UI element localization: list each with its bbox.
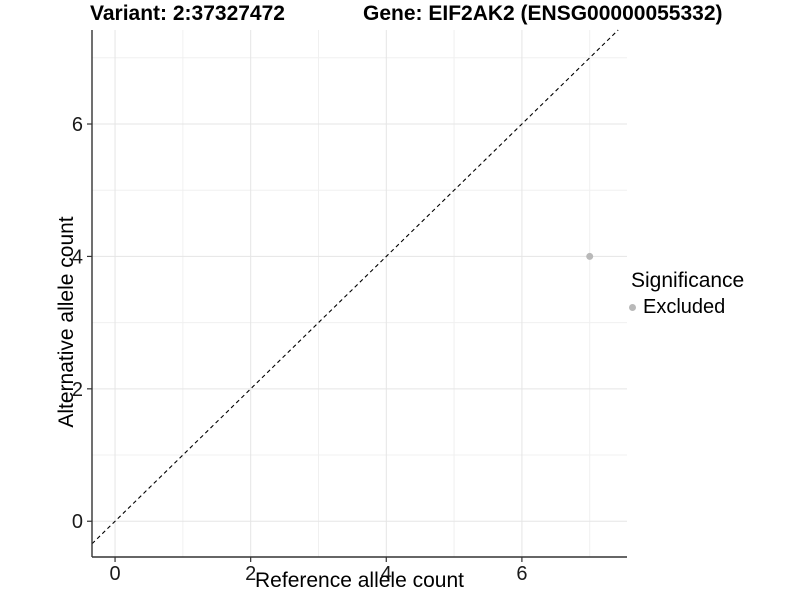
y-tick-label: 0	[72, 511, 83, 533]
legend-point-icon	[629, 304, 636, 311]
y-tick-label: 6	[72, 114, 83, 136]
legend: Significance Excluded	[629, 269, 744, 319]
data-point	[586, 252, 594, 260]
x-tick-label: 6	[516, 563, 527, 585]
legend-title: Significance	[631, 269, 745, 292]
y-tick-label: 2	[72, 379, 83, 401]
x-tick-label: 2	[245, 563, 256, 585]
y-tick-label: 4	[72, 246, 83, 268]
x-tick-label: 0	[109, 563, 120, 585]
gene-title: Gene: EIF2AK2 (ENSG00000055332)	[363, 2, 723, 25]
x-axis-title: Reference allele count	[255, 569, 464, 592]
legend-item-excluded: Excluded	[629, 296, 744, 319]
variant-title: Variant: 2:37327472	[90, 2, 285, 25]
x-tick-label: 4	[381, 563, 392, 585]
legend-label: Excluded	[643, 296, 726, 318]
y-axis-title: Alternative allele count	[55, 216, 78, 428]
identity-dashed-line	[91, 29, 619, 545]
